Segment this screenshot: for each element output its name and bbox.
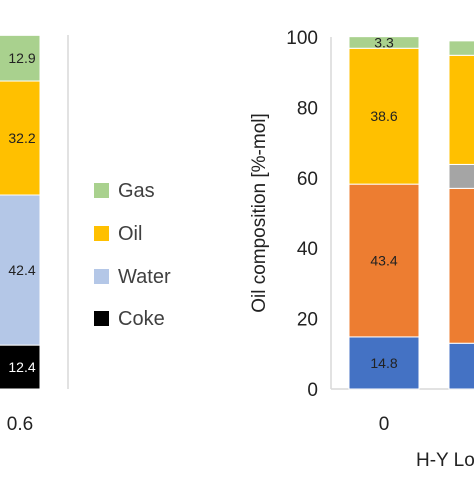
bar-segment-gas xyxy=(448,40,474,56)
left-chart-panel: 12.4 42.4 32.2 12.9 0.6 xyxy=(0,34,69,435)
bar-segment-orange_component xyxy=(348,183,420,338)
legend-label-gas: Gas xyxy=(118,180,155,202)
y-tick-label: 80 xyxy=(297,98,318,119)
legend-swatch-coke xyxy=(94,311,109,326)
x-axis-title: H-Y Lo xyxy=(416,450,474,471)
bar-segment-oil xyxy=(348,47,420,185)
legend: Gas Oil Water Coke xyxy=(94,180,171,330)
y-tick-label: 40 xyxy=(297,239,318,260)
data-label-coke: 12.4 xyxy=(8,359,35,375)
bar-segment-orange_component xyxy=(448,187,474,344)
legend-label-coke: Coke xyxy=(118,308,165,330)
bar-segment-water xyxy=(0,194,41,346)
data-label-water: 42.4 xyxy=(8,262,35,278)
bar-segment-oil xyxy=(448,54,474,165)
legend-swatch-oil xyxy=(94,226,109,241)
data-label-oil: 32.2 xyxy=(8,130,35,146)
data-label-oil: 38.6 xyxy=(370,108,397,124)
y-tick-label: 60 xyxy=(297,169,318,190)
bar-segment-gray_component xyxy=(448,163,474,189)
data-label-aromatics: 14.8 xyxy=(370,355,397,371)
bar-segment-gas xyxy=(0,34,41,82)
y-axis-title: Oil composition [%-mol] xyxy=(249,113,270,313)
legend-label-water: Water xyxy=(118,266,171,288)
y-tick-label: 20 xyxy=(297,310,318,331)
data-label-gas: 12.9 xyxy=(8,50,35,66)
legend-label-oil: Oil xyxy=(118,223,142,245)
data-label-gas: 3.3 xyxy=(374,34,394,50)
bar-segment-gas xyxy=(348,36,420,49)
bar-segment-aromatics xyxy=(448,342,474,390)
legend-swatch-water xyxy=(94,269,109,284)
y-tick-label: 0 xyxy=(307,380,318,401)
legend-swatch-gas xyxy=(94,183,109,198)
x-tick-label: 0 xyxy=(379,414,390,435)
y-tick-label: 100 xyxy=(286,28,318,49)
right-chart-panel: 02040608010014.843.40.038.63.3013.44.6.8… xyxy=(249,28,474,471)
x-tick-label: 0.6 xyxy=(7,414,33,435)
data-label-orange_component: 43.4 xyxy=(370,253,397,269)
